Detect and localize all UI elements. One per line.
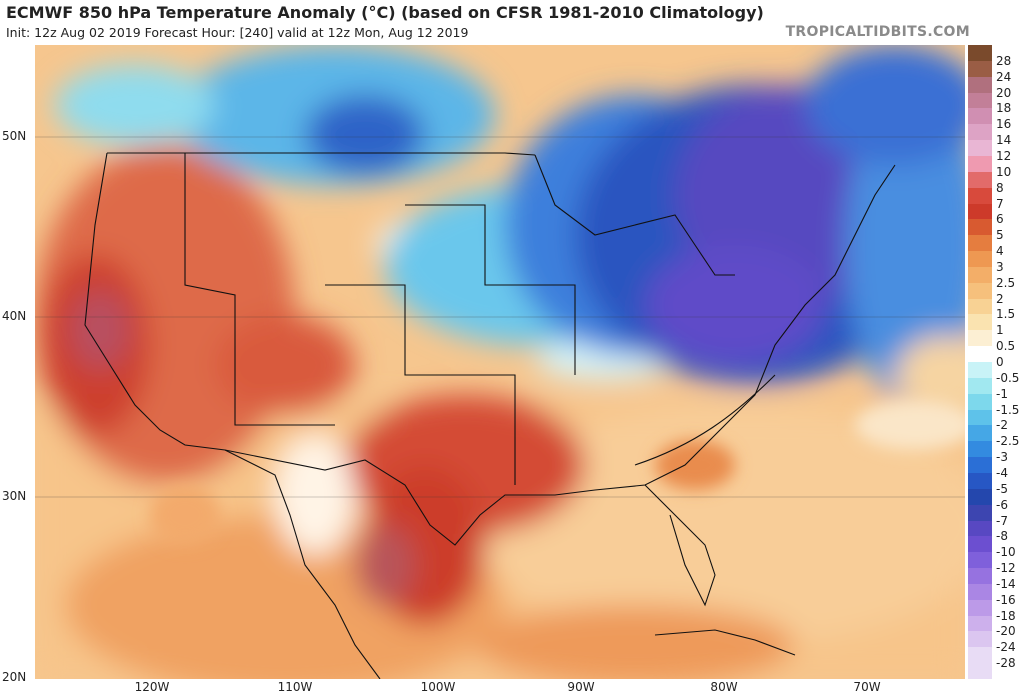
colorbar-segment: [968, 663, 992, 680]
map-title: ECMWF 850 hPa Temperature Anomaly (°C) (…: [6, 3, 764, 22]
colorbar-segment: [968, 615, 992, 632]
lon-label-90w: 90W: [567, 680, 595, 694]
colorbar-segment: [968, 124, 992, 141]
colorbar-segment: [968, 346, 992, 363]
colorbar-tick-label: 12: [996, 148, 1012, 163]
colorbar-tick-label: -12: [996, 561, 1016, 576]
colorbar-tick-label: -4: [996, 465, 1008, 480]
colorbar-tick-label: -24: [996, 640, 1016, 655]
colorbar-tick-label: -14: [996, 576, 1016, 591]
colorbar-segment: [968, 504, 992, 521]
map-subtitle: Init: 12z Aug 02 2019 Forecast Hour: [24…: [6, 25, 469, 40]
colorbar-tick-label: 2.5: [996, 275, 1016, 290]
colorbar-tick-label: 24: [996, 69, 1012, 84]
colorbar-tick-label: -18: [996, 608, 1016, 623]
anomaly-detail: [150, 400, 965, 545]
colorbar-segment: [968, 425, 992, 442]
colorbar-tick-label: 16: [996, 117, 1012, 132]
colorbar: [968, 45, 992, 680]
lon-label-120w: 120W: [134, 680, 170, 694]
colorbar-segment: [968, 155, 992, 173]
colorbar-segment: [968, 314, 992, 331]
lat-label-50n: 50N: [2, 129, 27, 143]
colorbar-tick-label: 14: [996, 133, 1012, 148]
colorbar-segment: [968, 488, 992, 506]
colorbar-segment: [968, 219, 992, 236]
colorbar-segment: [968, 457, 992, 474]
colorbar-segment: [968, 472, 992, 490]
colorbar-segment: [968, 647, 992, 664]
colorbar-segment: [968, 45, 992, 62]
colorbar-tick-label: -10: [996, 545, 1016, 560]
lat-label-30n: 30N: [2, 489, 27, 503]
colorbar-segment: [968, 409, 992, 426]
colorbar-tick-label: -3: [996, 450, 1008, 465]
colorbar-tick-label: 10: [996, 164, 1012, 179]
colorbar-tick-label: 6: [996, 212, 1004, 227]
colorbar-segment: [968, 266, 992, 284]
anomaly-map: [35, 45, 965, 679]
lat-label-40n: 40N: [2, 309, 27, 323]
brand-watermark: TROPICALTIDBITS.COM: [785, 24, 970, 40]
colorbar-segment: [968, 441, 992, 458]
colorbar-tick-label: 8: [996, 180, 1004, 195]
colorbar-tick-label: -8: [996, 529, 1008, 544]
lat-label-20n: 20N: [2, 670, 27, 684]
colorbar-tick-label: 3: [996, 259, 1004, 274]
colorbar-tick-label: 5: [996, 228, 1004, 243]
colorbar-segment: [968, 171, 992, 189]
colorbar-segment: [968, 298, 992, 315]
colorbar-segment: [968, 251, 992, 268]
colorbar-segment: [968, 536, 992, 553]
colorbar-tick-label: -1: [996, 386, 1008, 401]
colorbar-segment: [968, 520, 992, 537]
colorbar-segment: [968, 282, 992, 300]
colorbar-tick-label: -7: [996, 513, 1008, 528]
colorbar-segment: [968, 203, 992, 220]
colorbar-segment: [968, 599, 992, 617]
colorbar-segment: [968, 330, 992, 347]
map-canvas: [35, 45, 965, 679]
colorbar-segment: [968, 552, 992, 569]
anomaly-field: [35, 45, 965, 679]
colorbar-tick-label: 28: [996, 53, 1012, 68]
colorbar-segment: [968, 583, 992, 601]
colorbar-tick-label: 1: [996, 323, 1004, 338]
lon-label-100w: 100W: [420, 680, 456, 694]
colorbar-segment: [968, 76, 992, 94]
colorbar-tick-label: -6: [996, 497, 1008, 512]
colorbar-tick-label: -0.5: [996, 370, 1020, 385]
colorbar-tick-label: 0: [996, 355, 1004, 369]
colorbar-tick-label: 7: [996, 196, 1004, 211]
colorbar-segment: [968, 92, 992, 109]
colorbar-tick-label: -2: [996, 418, 1008, 433]
colorbar-tick-label: 1.5: [996, 307, 1016, 322]
colorbar-segment: [968, 235, 992, 252]
coastlines-borders: [84, 152, 896, 679]
colorbar-tick-label: -1.5: [996, 402, 1020, 417]
colorbar-segment: [968, 140, 992, 157]
colorbar-segment: [968, 108, 992, 125]
colorbar-segment: [968, 377, 992, 395]
colorbar-tick-label: 4: [996, 244, 1004, 259]
lon-label-80w: 80W: [710, 680, 738, 694]
colorbar-tick-label: -20: [996, 624, 1016, 639]
colorbar-segment: [968, 60, 992, 78]
colorbar-tick-label: -5: [996, 481, 1008, 496]
graticule: [35, 136, 965, 498]
colorbar-tick-label: 18: [996, 101, 1012, 116]
colorbar-segment: [968, 393, 992, 411]
colorbar-tick-label: 2: [996, 291, 1004, 306]
colorbar-tick-label: 0.5: [996, 339, 1016, 354]
colorbar-segment: [968, 187, 992, 204]
colorbar-tick-label: -2.5: [996, 434, 1020, 449]
colorbar-tick-label: -28: [996, 656, 1016, 671]
colorbar-segment: [968, 362, 992, 379]
colorbar-tick-label: 20: [996, 85, 1012, 100]
colorbar-segment: [968, 568, 992, 585]
colorbar-segment: [968, 631, 992, 648]
lon-label-70w: 70W: [853, 680, 881, 694]
lon-label-110w: 110W: [277, 680, 313, 694]
colorbar-tick-label: -16: [996, 592, 1016, 607]
